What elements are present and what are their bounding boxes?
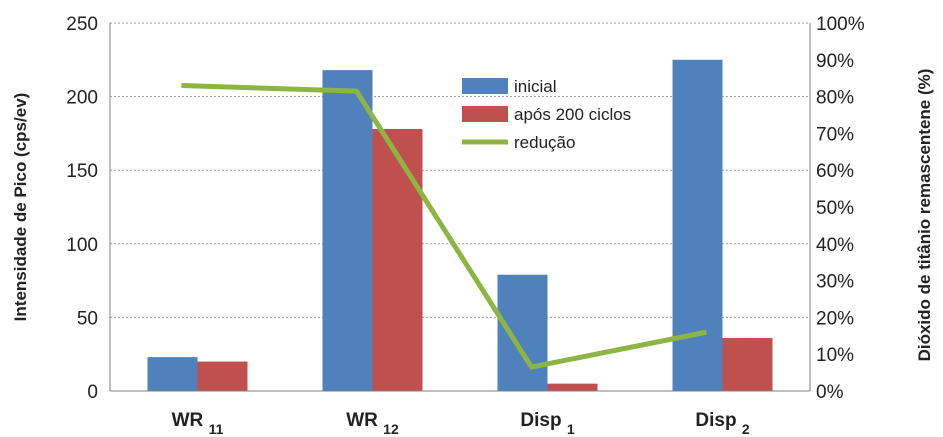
y2-tick-label: 30% xyxy=(816,272,854,293)
x-category-label: WR 12 xyxy=(346,410,399,437)
bar-inicial xyxy=(322,70,373,391)
y2-tick-label: 20% xyxy=(816,308,854,329)
bar-inicial xyxy=(672,59,723,392)
bar-inicial xyxy=(147,357,198,391)
right-axis-ticks: 0% 10% 20% 30% 40% 50% 60% 70% 80% 90% 100% xyxy=(816,14,865,403)
y2-tick-label: 90% xyxy=(816,51,854,72)
bar-após-200-ciclos xyxy=(372,128,423,391)
x-category-label: Disp 1 xyxy=(520,410,574,437)
bars xyxy=(147,59,773,392)
bar-após-200-ciclos xyxy=(722,338,773,391)
category-labels: WR 11 WR 12 Disp 1 Disp 2 xyxy=(172,410,750,437)
y-tick-label: 200 xyxy=(66,88,98,109)
bar-inicial xyxy=(497,274,548,391)
legend: inicial após 200 ciclos redução xyxy=(462,77,631,152)
left-axis-title: Intensidade de Pico (cps/ev) xyxy=(11,93,30,322)
y2-tick-label: 80% xyxy=(816,88,854,109)
right-axis-title: Dióxido de titânio remascentene (%) xyxy=(915,69,934,362)
gridlines xyxy=(110,22,810,318)
y2-tick-label: 40% xyxy=(816,235,854,256)
y2-tick-label: 100% xyxy=(816,14,865,35)
y-tick-label: 150 xyxy=(66,161,98,182)
legend-swatch xyxy=(462,78,508,94)
y-tick-label: 50 xyxy=(77,308,98,329)
y2-tick-label: 60% xyxy=(816,161,854,182)
y-tick-label: 250 xyxy=(66,14,98,35)
reduction-line xyxy=(181,83,707,370)
y-tick-label: 0 xyxy=(87,382,98,403)
legend-label: inicial xyxy=(514,77,557,96)
legend-label: redução xyxy=(514,133,575,152)
bar-após-200-ciclos xyxy=(547,383,598,391)
axes xyxy=(109,23,811,392)
y2-tick-label: 70% xyxy=(816,124,854,145)
legend-label: após 200 ciclos xyxy=(514,105,631,124)
legend-swatch xyxy=(462,106,508,122)
y2-tick-label: 10% xyxy=(816,345,854,366)
bar-após-200-ciclos xyxy=(197,361,248,391)
x-category-label: WR 11 xyxy=(172,410,224,437)
x-category-label: Disp 2 xyxy=(695,410,749,437)
y2-tick-label: 0% xyxy=(816,382,844,403)
left-axis-ticks: 0 50 100 150 200 250 xyxy=(66,14,98,403)
line-series xyxy=(181,83,707,370)
y2-tick-label: 50% xyxy=(816,198,854,219)
y-tick-label: 100 xyxy=(66,235,98,256)
